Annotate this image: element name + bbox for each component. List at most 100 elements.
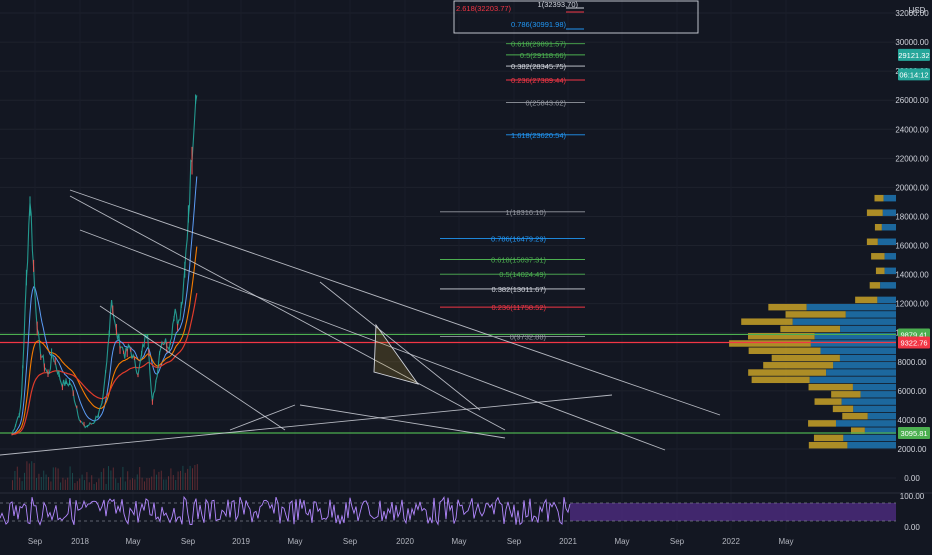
vp-buy-bar [831,391,861,398]
rsi-tick-label: 100.00 [900,492,925,501]
fib-level-label: 0.786(16479.29) [491,235,547,244]
fib-level-label: 1(32393.70) [538,0,579,9]
time-tick-label: May [125,537,140,546]
vp-buy-bar [751,376,810,384]
time-tick-label: Sep [343,537,358,546]
time-tick-label: Sep [507,537,522,546]
fib-level-label: 0.236(27389.44) [511,76,567,85]
volume-bar [96,482,97,490]
volume-bar [26,461,28,490]
time-tick-label: Sep [670,537,685,546]
vp-sell-bar [867,412,896,420]
vp-sell-bar [839,354,896,362]
vp-buy-bar [771,354,840,362]
price-badge-label: 9879.41 [900,330,927,339]
time-axis[interactable]: Sep 2018 May Sep 2019 May Sep 2020 May Sep 2021 May… [28,537,794,546]
rsi-line [0,495,571,526]
vp-sell-bar [820,347,896,354]
volume-bar [62,477,64,490]
vp-buy-bar [866,238,878,245]
vp-sell-bar [852,383,896,391]
volume-bar [158,471,160,490]
price-tick-label: 20000.00 [895,183,929,192]
ema-slow [11,292,198,435]
rsi-pane: 100.00 0.00 [0,492,932,532]
volume-bar [127,471,129,490]
volume-bar [110,470,112,490]
volume-bar [170,468,172,490]
vp-buy-bar [808,420,836,427]
volume-bar [124,481,126,490]
vp-buy-bar [850,427,865,434]
volume-bar [40,476,42,490]
volume-bar [165,479,167,490]
volume-bar [45,474,47,490]
vp-sell-bar [884,253,896,260]
trendline [229,404,296,431]
price-axis[interactable]: USD 32000.0030000.0028000.0026000.002400… [895,6,930,483]
vp-sell-bar [843,434,896,442]
volume-bar [98,478,100,490]
vp-sell-bar [814,332,896,340]
volume-bar [33,463,35,490]
trendline [69,189,721,416]
price-tick-label: 12000.00 [895,300,929,309]
volume-bar [141,477,143,490]
volume-bar [144,481,145,490]
price-tick-label: 30000.00 [895,38,929,47]
fib-level-label: 0(25843.62) [526,98,567,107]
vp-sell-bar [877,238,896,245]
vp-sell-bar [809,376,896,384]
volume-bar [84,480,85,490]
vp-buy-bar [814,398,842,405]
fib-level-label: 0.382(13011.67) [492,285,547,294]
volume-bar [74,483,76,490]
price-tick-label: 4000.00 [898,416,927,425]
volume-bar [88,482,90,490]
currency-label: USD [909,6,926,15]
vp-sell-bar [826,369,896,376]
volume-bar [112,467,114,490]
volume-bar [117,482,119,490]
volume-bar [57,468,59,490]
trendline [0,394,613,456]
triangle-pattern [373,323,420,385]
volume-bar [122,466,124,490]
volume-bar [172,475,174,490]
vp-sell-bar [841,398,896,405]
price-badge-label: 06:14:12 [899,70,928,79]
volume-bar [60,482,61,490]
volume-bar [79,478,81,490]
volume-bar [16,466,18,490]
price-tick-label: 24000.00 [895,125,929,134]
trendline [99,305,286,431]
vp-buy-bar [747,332,815,340]
vp-buy-bar [842,412,868,420]
fibonacci-levels[interactable]: 2.618(32203.77) 1(32393.70) 0.786(30991.98… [440,0,699,342]
fib-level-label: 0(9732.88) [510,333,547,342]
price-tick-label: 18000.00 [895,212,929,221]
volume-bar [175,479,177,490]
trendlines[interactable] [0,189,721,456]
volume-bar [50,481,52,490]
vp-sell-bar [882,209,896,216]
vp-buy-bar [785,311,846,318]
vp-buy-bar [875,267,885,275]
ema-mid [11,246,198,435]
volume-bar [103,468,105,490]
vp-sell-bar [833,362,896,369]
volume-bar [100,471,102,490]
price-badge-label: 9322.76 [900,339,927,348]
vp-buy-bar [808,383,853,391]
volume-bar [120,477,121,490]
fib-level-label: 1.618(23620.54) [511,131,567,140]
fib-level-label: 0.382(28345.75) [511,62,567,71]
volume-bar [134,479,136,490]
time-tick-label: May [451,537,466,546]
volume-bar [43,470,45,490]
time-tick-label: 2019 [232,537,250,546]
volume-bar [163,479,165,490]
time-tick-label: May [778,537,793,546]
price-badge [898,427,930,440]
